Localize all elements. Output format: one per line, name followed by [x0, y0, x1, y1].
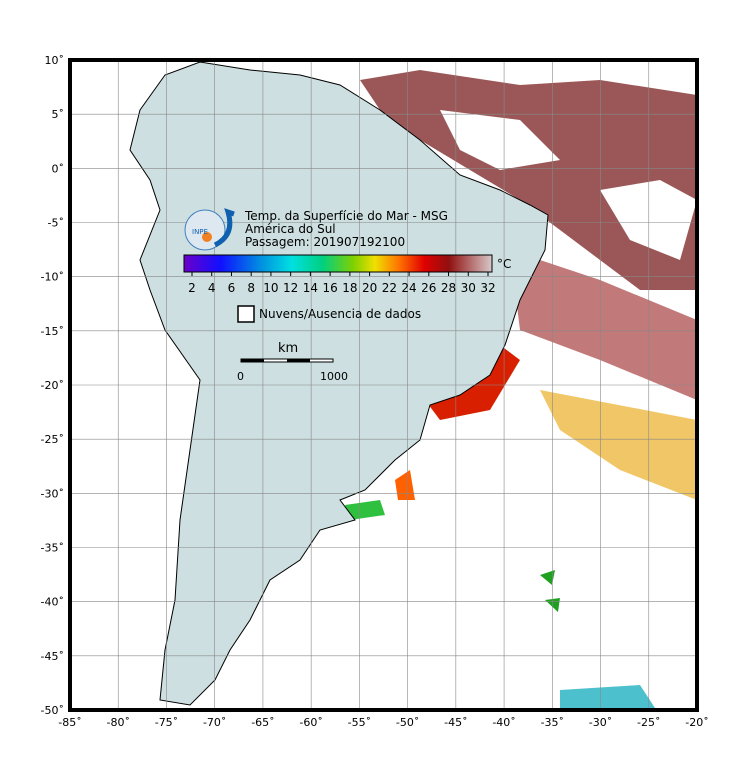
lat-label: -30˚	[41, 487, 64, 500]
colorbar-tick-label: 12	[283, 281, 298, 295]
lat-label: -25˚	[41, 433, 64, 446]
scale-unit: km	[278, 341, 298, 356]
lat-label: -10˚	[41, 271, 64, 284]
logo: INPE	[184, 208, 235, 251]
lon-label: -30˚	[589, 716, 612, 729]
lon-label: -45˚	[444, 716, 467, 729]
colorbar-tick-label: 32	[480, 281, 495, 295]
colorbar-tick-label: 4	[208, 281, 216, 295]
lat-label: -45˚	[41, 650, 64, 663]
lon-label: -20˚	[685, 716, 708, 729]
lon-label: -85˚	[58, 716, 81, 729]
lon-label: -40˚	[492, 716, 515, 729]
scale-bar	[240, 358, 334, 363]
colorbar	[183, 254, 493, 273]
legend-label: Nuvens/Ausencia de dados	[259, 307, 421, 321]
frame	[68, 58, 699, 712]
lat-label: 0˚	[52, 162, 65, 175]
lat-label: -20˚	[41, 379, 64, 392]
lon-label: -65˚	[251, 716, 274, 729]
colorbar-tick-label: 18	[342, 281, 357, 295]
title: Temp. da Superfície do Mar - MSG	[244, 209, 448, 223]
colorbar-tick-label: 14	[303, 281, 318, 295]
lon-label: -70˚	[203, 716, 226, 729]
colorbar-tick-label: 30	[461, 281, 476, 295]
colorbar-tick-label: 10	[263, 281, 278, 295]
lat-label: -5˚	[48, 217, 64, 230]
colorbar-tick-label: 6	[228, 281, 236, 295]
region: América do Sul	[245, 222, 336, 236]
logo-text: INPE	[192, 228, 208, 236]
pass: Passagem: 201907192100	[245, 235, 405, 249]
sst-patches	[345, 70, 697, 708]
scale-tick: 1000	[320, 370, 348, 383]
lat-label: -15˚	[41, 325, 64, 338]
colorbar-tick-label: 24	[401, 281, 416, 295]
lat-label: -40˚	[41, 596, 64, 609]
lon-label: -75˚	[155, 716, 178, 729]
lon-label: -35˚	[541, 716, 564, 729]
colorbar-tick-label: 22	[382, 281, 397, 295]
lat-label: 5˚	[52, 108, 65, 121]
colorbar-tick-label: 26	[421, 281, 436, 295]
colorbar-tick-label: 2	[188, 281, 196, 295]
lon-label: -25˚	[637, 716, 660, 729]
lon-label: -50˚	[396, 716, 419, 729]
lon-label: -80˚	[106, 716, 129, 729]
colorbar-unit: °C	[497, 257, 511, 271]
legend-swatch	[237, 305, 255, 323]
colorbar-tick-label: 8	[247, 281, 255, 295]
scale-tick: 0	[237, 370, 244, 383]
lon-label: -60˚	[299, 716, 322, 729]
colorbar-ticks: 2 4 6 8 10 12 14 16 18 20 22 24 26 28 30 32	[188, 272, 496, 295]
colorbar-tick-label: 16	[322, 281, 337, 295]
colorbar-tick-label: 28	[441, 281, 456, 295]
lat-label: 10˚	[45, 54, 65, 67]
lat-label: -35˚	[41, 542, 64, 555]
lat-label: -50˚	[41, 704, 64, 717]
colorbar-tick-label: 20	[362, 281, 377, 295]
lon-label: -55˚	[348, 716, 371, 729]
